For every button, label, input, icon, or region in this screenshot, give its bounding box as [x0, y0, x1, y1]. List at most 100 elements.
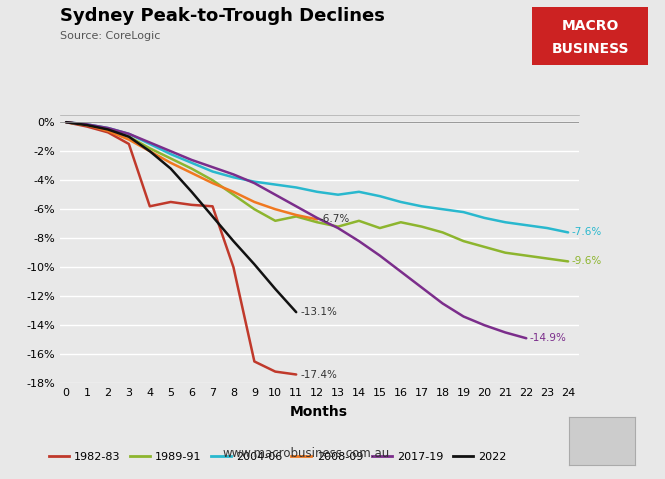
- 2004-06: [83, 122, 91, 127]
- 2017-19: [418, 285, 426, 290]
- 1989-91: [355, 218, 363, 224]
- Text: -17.4%: -17.4%: [301, 369, 337, 379]
- 2017-19: [209, 164, 217, 170]
- 1989-91: [418, 224, 426, 229]
- 2008-09: [271, 206, 279, 212]
- 2004-06: [522, 222, 530, 228]
- 2017-19: [355, 238, 363, 244]
- 1989-91: [209, 177, 217, 183]
- 1989-91: [250, 206, 258, 212]
- 2022: [209, 214, 217, 219]
- 2017-19: [480, 322, 488, 328]
- 1989-91: [439, 229, 447, 235]
- Text: -13.1%: -13.1%: [301, 307, 337, 317]
- 1989-91: [83, 122, 91, 128]
- 2017-19: [334, 225, 342, 231]
- 2004-06: [543, 225, 551, 231]
- 2008-09: [250, 199, 258, 205]
- Line: 2004-06: 2004-06: [66, 122, 568, 232]
- 1989-91: [313, 219, 321, 225]
- 1989-91: [271, 218, 279, 224]
- 2008-09: [292, 212, 300, 218]
- 2004-06: [460, 209, 467, 215]
- 2022: [125, 134, 133, 139]
- 2017-19: [397, 269, 405, 274]
- Line: 1982-83: 1982-83: [66, 122, 296, 375]
- 2022: [229, 238, 237, 244]
- 2004-06: [355, 189, 363, 194]
- 2004-06: [439, 206, 447, 212]
- 1982-83: [104, 129, 112, 135]
- Text: -7.6%: -7.6%: [571, 228, 601, 238]
- 1982-83: [146, 204, 154, 209]
- X-axis label: Months: Months: [290, 405, 348, 419]
- 2004-06: [376, 194, 384, 199]
- 1982-83: [62, 119, 70, 125]
- 2017-19: [104, 125, 112, 131]
- 1989-91: [146, 146, 154, 151]
- Text: MACRO: MACRO: [561, 19, 619, 33]
- 1989-91: [229, 192, 237, 197]
- 2022: [146, 148, 154, 154]
- 2004-06: [188, 160, 196, 166]
- 2008-09: [209, 180, 217, 186]
- 2022: [250, 262, 258, 267]
- 2022: [83, 122, 91, 128]
- Line: 2017-19: 2017-19: [66, 122, 526, 338]
- 2008-09: [188, 170, 196, 176]
- 2004-06: [418, 204, 426, 209]
- 2017-19: [271, 192, 279, 197]
- Text: Source: CoreLogic: Source: CoreLogic: [60, 31, 160, 41]
- 1989-91: [460, 238, 467, 244]
- 2004-06: [564, 229, 572, 235]
- 2004-06: [501, 219, 509, 225]
- 1982-83: [292, 372, 300, 377]
- 1989-91: [376, 225, 384, 231]
- Line: 1989-91: 1989-91: [66, 122, 568, 262]
- 2004-06: [250, 179, 258, 184]
- Text: www.macrobusiness.com.au: www.macrobusiness.com.au: [222, 447, 390, 460]
- 2004-06: [397, 199, 405, 205]
- 1989-91: [104, 126, 112, 132]
- 2022: [271, 286, 279, 292]
- 2017-19: [501, 330, 509, 335]
- Line: 2008-09: 2008-09: [66, 122, 317, 219]
- 2004-06: [62, 119, 70, 125]
- 2008-09: [83, 122, 91, 128]
- 2004-06: [313, 189, 321, 194]
- 2017-19: [460, 314, 467, 319]
- 2017-19: [250, 180, 258, 186]
- 2008-09: [313, 217, 321, 222]
- 2017-19: [522, 335, 530, 341]
- 2017-19: [376, 253, 384, 259]
- 2008-09: [167, 160, 175, 166]
- 2004-06: [125, 131, 133, 137]
- 1989-91: [564, 259, 572, 264]
- 1982-83: [229, 264, 237, 270]
- 2004-06: [146, 141, 154, 147]
- 1989-91: [125, 134, 133, 139]
- 2022: [104, 126, 112, 132]
- 1982-83: [125, 141, 133, 147]
- 2017-19: [313, 215, 321, 221]
- 1989-91: [62, 119, 70, 125]
- 2004-06: [271, 182, 279, 187]
- 2008-09: [62, 119, 70, 125]
- Text: -14.9%: -14.9%: [529, 333, 567, 343]
- 2004-06: [229, 174, 237, 180]
- 1982-83: [188, 202, 196, 208]
- 2022: [292, 309, 300, 315]
- 1989-91: [334, 224, 342, 229]
- 2017-19: [439, 301, 447, 307]
- 2004-06: [209, 169, 217, 174]
- 1989-91: [167, 156, 175, 161]
- 1989-91: [543, 256, 551, 262]
- 2004-06: [167, 151, 175, 157]
- 2004-06: [292, 184, 300, 190]
- 2004-06: [104, 125, 112, 131]
- 1989-91: [188, 166, 196, 171]
- Text: -9.6%: -9.6%: [571, 256, 601, 266]
- 2008-09: [229, 189, 237, 194]
- 1982-83: [250, 359, 258, 365]
- 2017-19: [229, 171, 237, 177]
